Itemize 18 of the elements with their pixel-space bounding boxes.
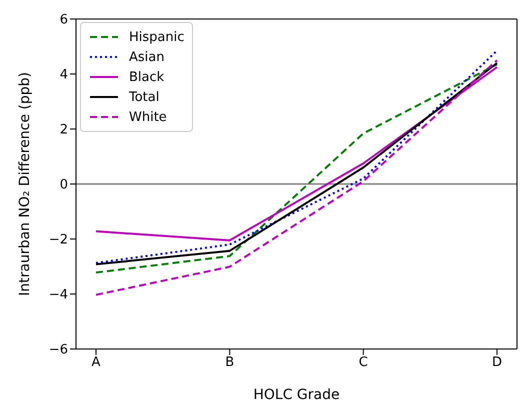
y-tick-label: 2 bbox=[60, 122, 68, 138]
y-tick-label: 4 bbox=[60, 68, 68, 83]
legend-label: Black bbox=[129, 70, 164, 84]
y-tick-label: −4 bbox=[48, 288, 68, 303]
y-tick-label: 0 bbox=[60, 178, 68, 193]
legend-label: Total bbox=[129, 90, 160, 104]
legend-label: Asian bbox=[129, 50, 164, 64]
y-tick-label: −6 bbox=[48, 342, 68, 358]
legend-label: White bbox=[129, 110, 167, 124]
y-axis-title: Intraurban NO₂ Difference (ppb) bbox=[16, 72, 33, 296]
y-tick-label: 6 bbox=[60, 12, 68, 28]
legend-label: Hispanic bbox=[129, 30, 184, 44]
x-tick-label: C bbox=[358, 355, 368, 370]
x-tick-label: B bbox=[225, 355, 234, 370]
x-tick-label: D bbox=[492, 355, 502, 370]
y-tick-label: −2 bbox=[48, 232, 68, 248]
x-axis-title: HOLC Grade bbox=[253, 387, 340, 403]
x-tick-label: A bbox=[92, 355, 101, 370]
